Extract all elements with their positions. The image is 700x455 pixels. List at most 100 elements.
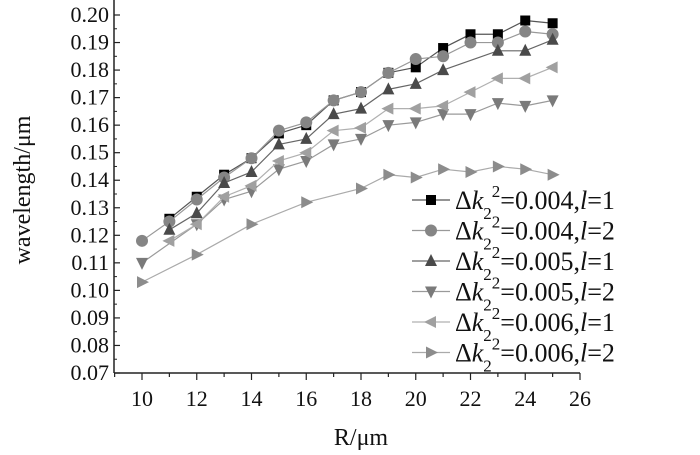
marker-triangle-left	[518, 72, 531, 85]
y-tick-label: 0.15	[71, 140, 110, 165]
marker-triangle-left	[436, 99, 449, 112]
series-5	[162, 61, 558, 247]
marker-triangle-right	[426, 346, 438, 359]
marker-square	[547, 18, 558, 29]
series-line	[141, 30, 553, 242]
marker-triangle-down	[300, 155, 313, 168]
marker-circle	[272, 124, 285, 137]
marker-triangle-left	[162, 234, 175, 247]
marker-triangle-up	[327, 107, 340, 120]
marker-triangle-down	[136, 257, 148, 270]
legend-item: Δk22=0.004,l=2	[412, 213, 615, 254]
series-3	[163, 32, 559, 235]
marker-triangle-left	[408, 102, 421, 115]
legend-item: Δk22=0.004,l=1	[412, 182, 615, 223]
legend-label: Δk22=0.005,l=1	[455, 243, 615, 284]
series-6	[137, 160, 560, 289]
legend-item: Δk22=0.006,l=1	[412, 304, 615, 345]
y-axis-label: wavelength/μm	[10, 115, 36, 264]
x-tick-label: 12	[186, 386, 208, 411]
marker-square	[465, 29, 476, 40]
marker-triangle-right	[191, 248, 204, 261]
x-tick-label: 26	[569, 386, 591, 411]
marker-triangle-up	[491, 43, 504, 56]
marker-triangle-right	[383, 168, 396, 181]
marker-circle	[355, 86, 367, 99]
marker-square	[410, 62, 421, 73]
marker-triangle-right	[356, 182, 368, 195]
legend-label: Δk22=0.006,l=1	[455, 304, 615, 345]
y-tick-label: 0.17	[71, 85, 110, 110]
marker-triangle-right	[520, 163, 533, 176]
marker-triangle-up	[382, 82, 395, 95]
marker-circle	[163, 215, 176, 228]
x-tick-label: 10	[131, 386, 153, 411]
legend-label: Δk22=0.005,l=2	[455, 274, 615, 315]
legend-item: Δk22=0.006,l=2	[412, 335, 615, 376]
marker-triangle-up	[519, 43, 532, 56]
legend-label: Δk22=0.004,l=2	[455, 213, 615, 254]
marker-triangle-up	[218, 175, 231, 188]
marker-triangle-up	[245, 164, 258, 177]
marker-square	[438, 43, 449, 54]
marker-circle	[382, 66, 395, 79]
marker-triangle-up	[409, 76, 422, 89]
marker-circle	[136, 234, 148, 247]
marker-triangle-down	[464, 109, 477, 122]
legend-item: Δk22=0.005,l=1	[412, 243, 615, 284]
y-tick-label: 0.19	[71, 30, 110, 55]
x-tick-label: 14	[241, 386, 263, 411]
marker-circle	[409, 53, 422, 66]
marker-circle	[245, 152, 258, 165]
series-line	[169, 39, 553, 231]
marker-triangle-right	[492, 160, 505, 173]
y-tick-label: 0.16	[71, 112, 110, 137]
y-tick-label: 0.13	[71, 195, 110, 220]
y-tick-label: 0.18	[71, 57, 110, 82]
marker-triangle-up	[546, 32, 559, 45]
axes: 0.07 0.080.09 0.100.11 0.120.13 0.140.15 0.16…	[71, 0, 591, 411]
marker-triangle-right	[410, 171, 423, 184]
y-tick-label: 0.12	[71, 222, 110, 247]
y-tick-label: 0.14	[71, 167, 110, 192]
marker-triangle-left	[545, 61, 558, 74]
legend-label: Δk22=0.006,l=2	[455, 335, 615, 376]
marker-triangle-right	[301, 196, 314, 209]
marker-triangle-left	[354, 121, 366, 134]
marker-circle	[437, 50, 450, 63]
x-axis-label: R/μm	[334, 425, 389, 451]
series-group	[136, 15, 560, 289]
x-tick-label: 22	[460, 386, 482, 411]
marker-triangle-right	[547, 168, 560, 181]
marker-circle	[425, 224, 437, 237]
marker-triangle-right	[438, 163, 451, 176]
x-tick-label: 24	[514, 386, 536, 411]
y-tick-label: 0.20	[71, 2, 110, 27]
marker-triangle-down	[355, 133, 367, 146]
legend-label: Δk22=0.004,l=1	[455, 182, 615, 223]
marker-triangle-left	[217, 190, 230, 203]
marker-triangle-left	[326, 124, 339, 137]
marker-triangle-left	[189, 218, 202, 231]
x-tick-label: 16	[295, 386, 317, 411]
marker-triangle-down	[546, 95, 559, 108]
legend-item: Δk22=0.005,l=2	[412, 274, 615, 315]
marker-triangle-right	[246, 218, 259, 231]
marker-square	[520, 15, 531, 26]
marker-triangle-right	[465, 165, 478, 178]
y-tick-label: 0.09	[71, 305, 110, 330]
marker-triangle-left	[381, 102, 394, 115]
y-tick-label: 0.08	[71, 332, 110, 357]
marker-triangle-down	[425, 286, 437, 299]
marker-circle	[190, 193, 203, 206]
marker-circle	[519, 25, 532, 38]
marker-triangle-down	[437, 109, 450, 122]
marker-triangle-up	[300, 131, 313, 144]
marker-circle	[327, 94, 340, 107]
marker-triangle-left	[490, 72, 503, 85]
marker-triangle-down	[382, 120, 395, 133]
series-4	[136, 95, 559, 270]
marker-circle	[300, 116, 313, 129]
y-tick-label: 0.07	[71, 360, 110, 385]
